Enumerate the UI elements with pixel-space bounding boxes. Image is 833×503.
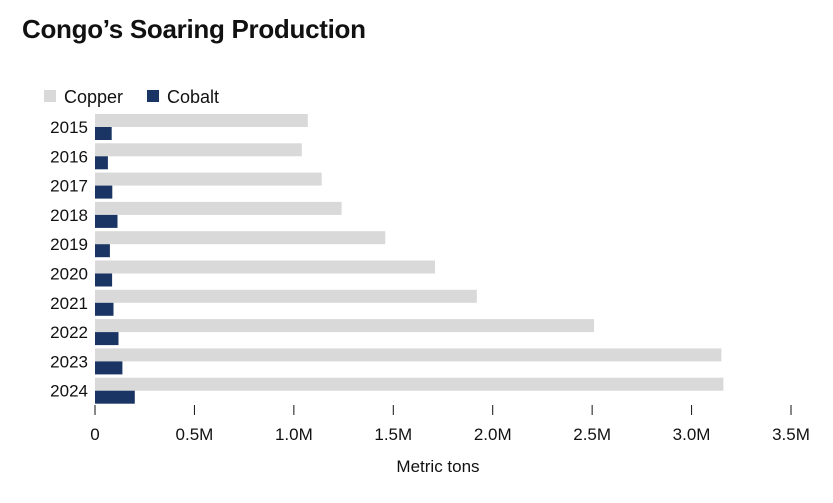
bar-copper-2019 bbox=[95, 231, 386, 245]
bar-copper-2024 bbox=[95, 377, 724, 391]
legend-swatch-cobalt bbox=[147, 90, 159, 102]
bar-cobalt-2017 bbox=[95, 185, 113, 199]
category-label-2018: 2018 bbox=[50, 206, 88, 225]
bar-copper-2018 bbox=[95, 201, 342, 215]
x-axis: 0 0.5M 1.0M 1.5M 2.0M 2.5M 3.0M 3.5M bbox=[90, 405, 810, 444]
category-label-2023: 2023 bbox=[50, 352, 88, 371]
category-labels: 2015 2016 2017 2018 2019 2020 2021 2022 2023 2024 bbox=[50, 118, 88, 401]
x-tick-label: 0.5M bbox=[176, 425, 214, 444]
legend-label-cobalt: Cobalt bbox=[167, 87, 219, 107]
bar-copper-2015 bbox=[95, 114, 308, 127]
x-tick-label: 1.5M bbox=[374, 425, 412, 444]
x-tick-label: 0 bbox=[90, 425, 99, 444]
x-tick-label: 3.0M bbox=[673, 425, 711, 444]
bar-cobalt-2023 bbox=[95, 361, 123, 375]
category-label-2024: 2024 bbox=[50, 382, 88, 401]
bar-copper-2021 bbox=[95, 289, 477, 303]
bar-cobalt-2022 bbox=[95, 332, 119, 346]
bar-cobalt-2016 bbox=[95, 156, 108, 170]
bars-group bbox=[95, 114, 724, 404]
category-label-2017: 2017 bbox=[50, 177, 88, 196]
category-label-2015: 2015 bbox=[50, 118, 88, 137]
bar-cobalt-2019 bbox=[95, 244, 110, 258]
bar-cobalt-2018 bbox=[95, 214, 118, 228]
category-label-2019: 2019 bbox=[50, 235, 88, 254]
legend-swatch-copper bbox=[44, 90, 56, 102]
bar-copper-2016 bbox=[95, 143, 302, 157]
x-tick-label: 3.5M bbox=[772, 425, 810, 444]
bar-copper-2017 bbox=[95, 172, 322, 186]
bar-cobalt-2021 bbox=[95, 302, 114, 316]
bar-copper-2022 bbox=[95, 319, 595, 333]
bar-copper-2023 bbox=[95, 348, 722, 362]
category-label-2022: 2022 bbox=[50, 323, 88, 342]
x-tick-label: 2.5M bbox=[573, 425, 611, 444]
legend-label-copper: Copper bbox=[64, 87, 123, 107]
category-label-2021: 2021 bbox=[50, 294, 88, 313]
bar-cobalt-2015 bbox=[95, 127, 112, 140]
legend: Copper Cobalt bbox=[44, 87, 219, 107]
bar-cobalt-2020 bbox=[95, 273, 113, 287]
x-tick-label: 1.0M bbox=[275, 425, 313, 444]
x-axis-title: Metric tons bbox=[396, 457, 479, 476]
bar-cobalt-2024 bbox=[95, 390, 135, 404]
category-label-2020: 2020 bbox=[50, 265, 88, 284]
x-tick-label: 2.0M bbox=[474, 425, 512, 444]
chart-title: Congo’s Soaring Production bbox=[22, 14, 366, 44]
category-label-2016: 2016 bbox=[50, 147, 88, 166]
bar-copper-2020 bbox=[95, 260, 435, 274]
